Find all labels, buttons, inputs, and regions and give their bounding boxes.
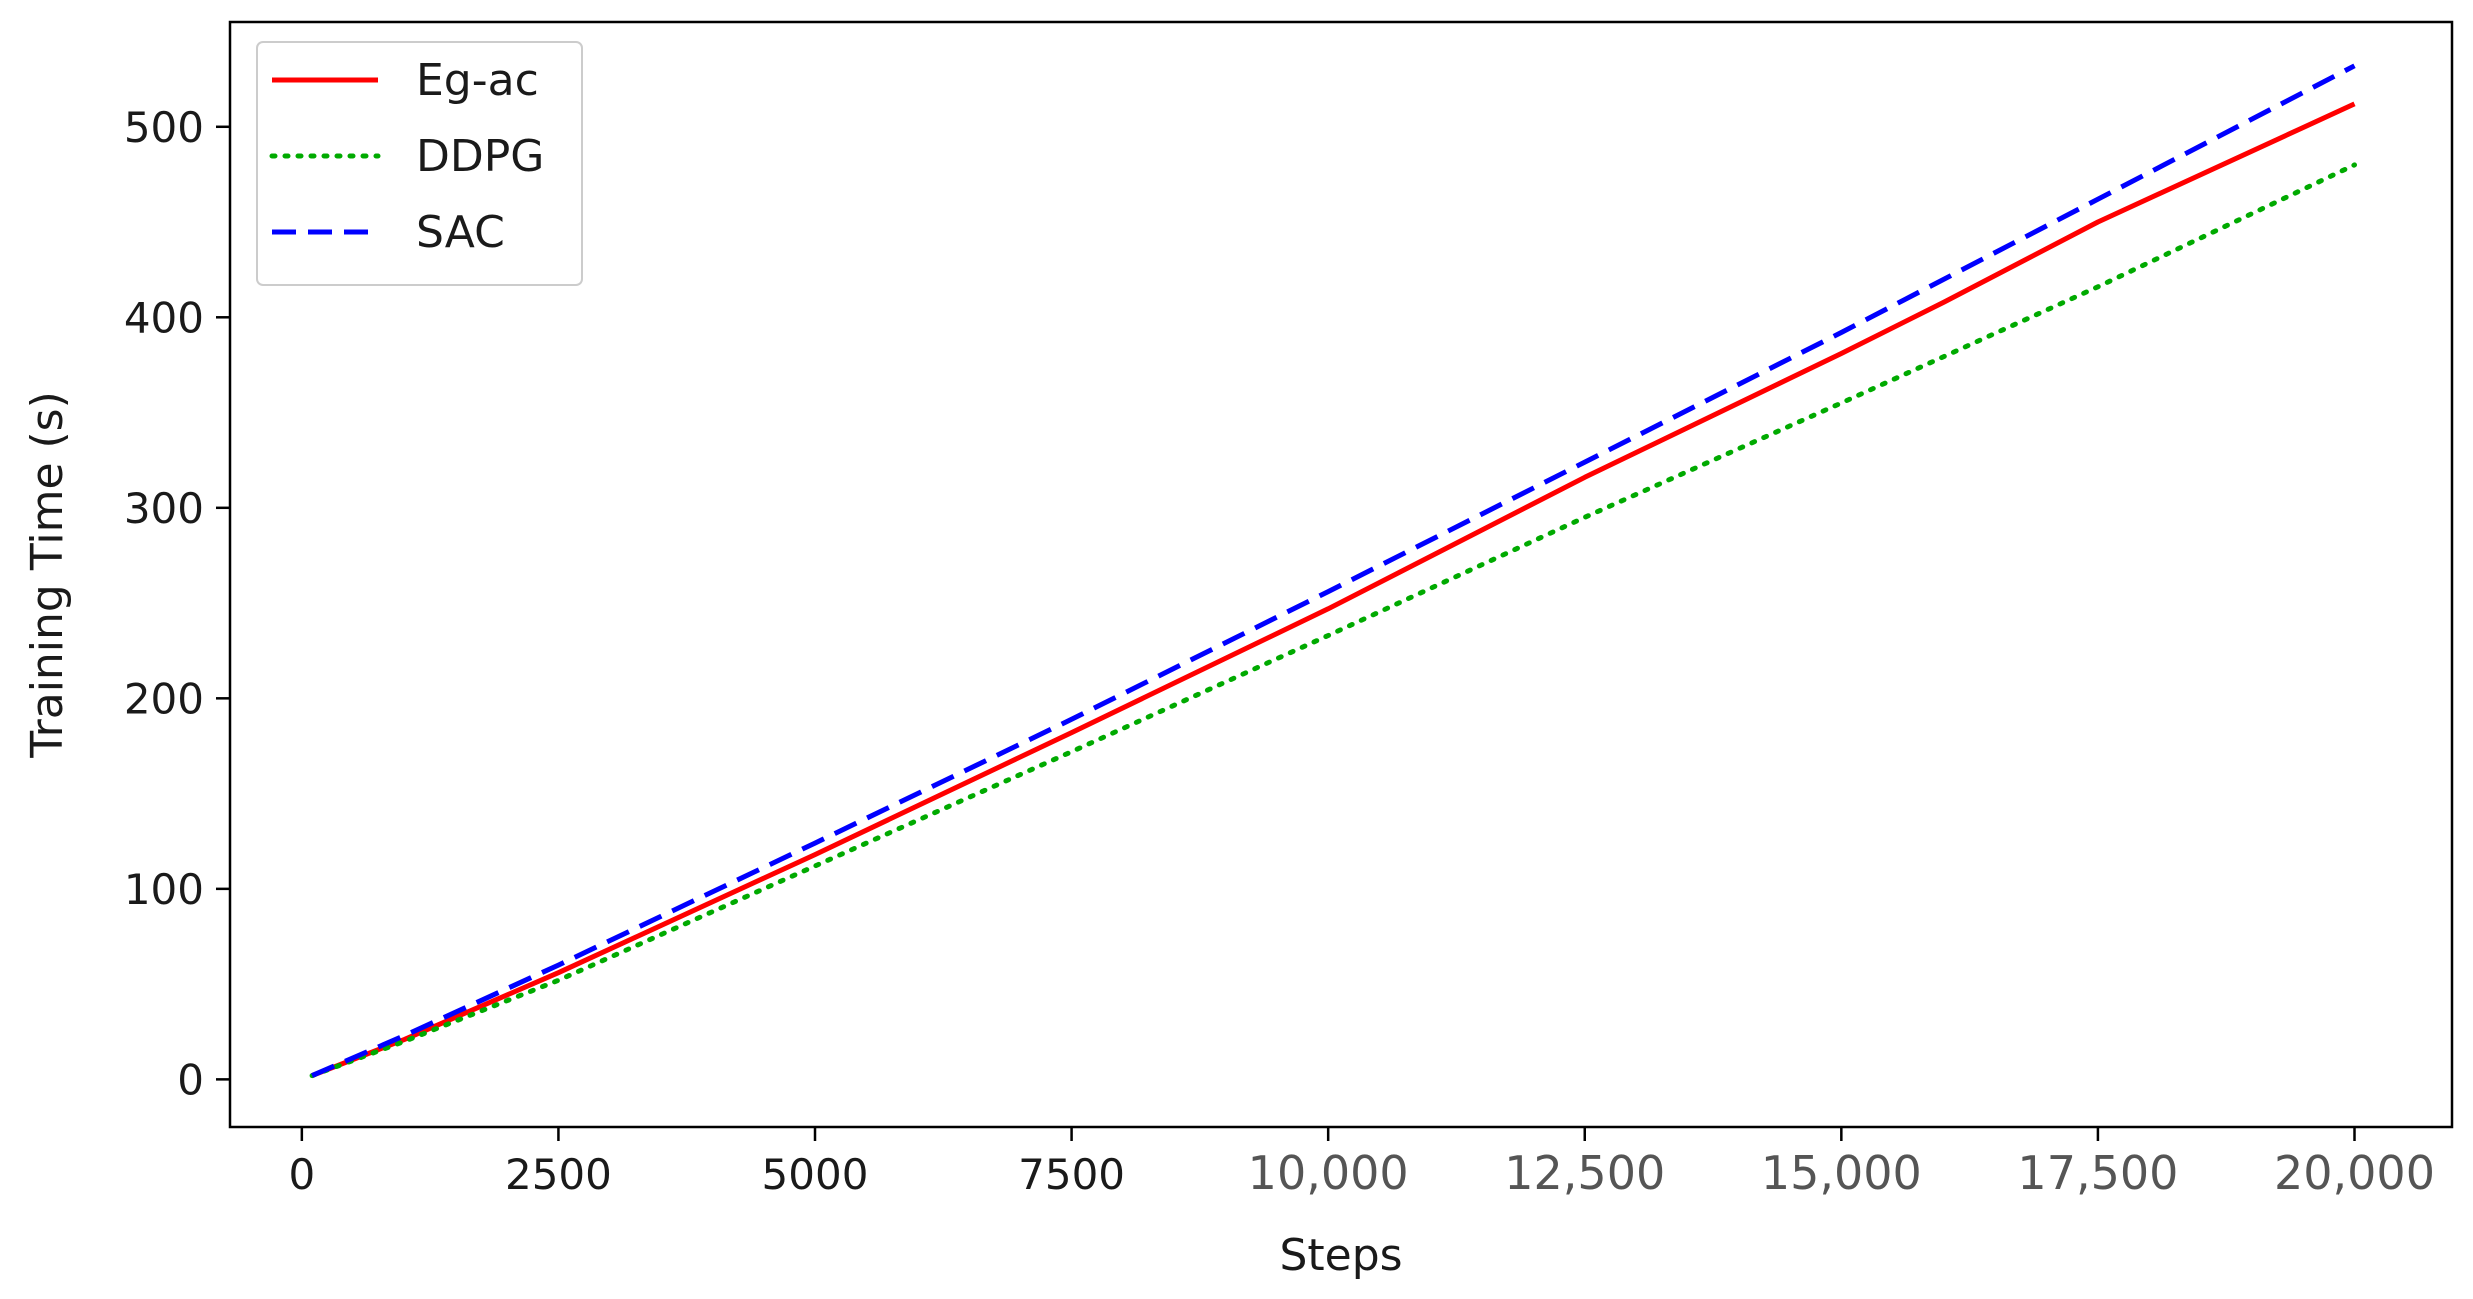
series-line-eg-ac xyxy=(311,101,2356,1078)
x-tick-label: 12,500 xyxy=(1504,1146,1665,1200)
x-tick-label: 5000 xyxy=(762,1150,869,1199)
y-axis-label: Training Time (s) xyxy=(22,391,73,759)
x-axis: 0 2500 5000 7500 10,000 12,500 15,000 17,500 20,… xyxy=(288,1127,2435,1200)
y-tick-label: 200 xyxy=(124,674,204,723)
x-tick-label: 7500 xyxy=(1018,1150,1125,1199)
x-tick-label: 2500 xyxy=(505,1150,612,1199)
legend: Eg-ac DDPG SAC xyxy=(256,41,583,286)
y-tick-label: 0 xyxy=(177,1055,204,1104)
y-axis: 0 100 200 300 400 500 xyxy=(124,103,230,1104)
x-tick-label: 10,000 xyxy=(1248,1146,1409,1200)
x-axis-label: Steps xyxy=(1279,1230,1402,1281)
x-tick-label: 17,500 xyxy=(2017,1146,2178,1200)
legend-label-ddpg: DDPG xyxy=(416,131,544,182)
plot-frame xyxy=(228,20,2454,1129)
y-tick-label: 500 xyxy=(124,103,204,152)
y-tick-label: 300 xyxy=(124,484,204,533)
y-tick-label: 100 xyxy=(124,865,204,914)
x-tick-label: 20,000 xyxy=(2274,1146,2435,1200)
y-tick-label: 400 xyxy=(124,293,204,342)
series-line-ddpg xyxy=(309,162,2357,1079)
plot-series xyxy=(309,63,2357,1079)
x-tick-label: 15,000 xyxy=(1761,1146,1922,1200)
series-line-sac xyxy=(311,63,2356,1078)
legend-box xyxy=(256,41,583,286)
x-tick-label: 0 xyxy=(288,1150,315,1199)
legend-label-sac: SAC xyxy=(416,207,505,258)
legend-label-eg-ac: Eg-ac xyxy=(416,55,539,106)
